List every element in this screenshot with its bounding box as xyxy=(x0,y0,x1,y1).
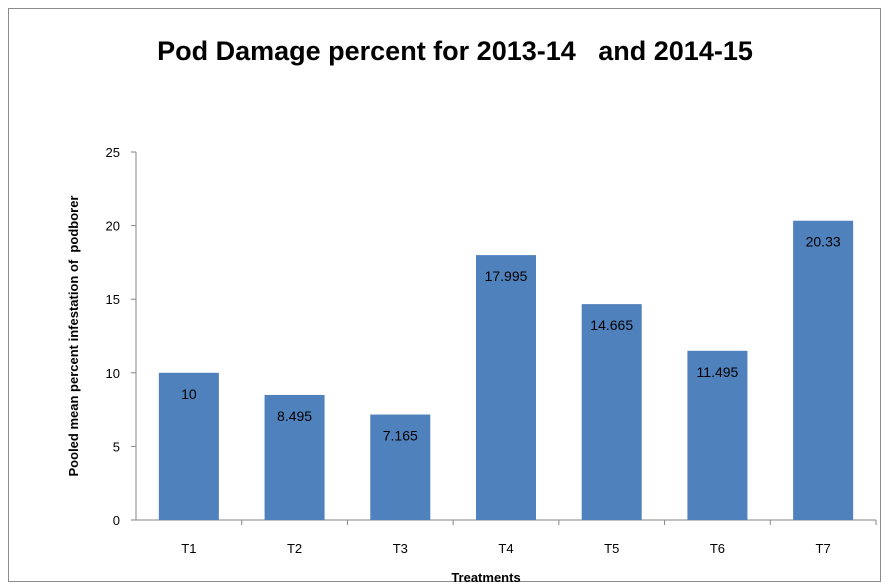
x-tick-label-t3: T3 xyxy=(393,541,408,556)
bar-t7 xyxy=(793,220,854,520)
y-axis-ticks: 0 5 10 15 20 25 xyxy=(106,145,136,528)
x-tick-label-t1: T1 xyxy=(181,541,196,556)
x-tick-label-t5: T5 xyxy=(604,541,619,556)
bar-t2 xyxy=(264,394,325,520)
x-axis-ticks: T1 T2 T3 T4 T5 T6 T7 xyxy=(181,520,877,556)
data-label-t1: 10 xyxy=(181,386,197,402)
data-label-t4: 17.995 xyxy=(485,268,528,284)
y-tick-label: 0 xyxy=(113,513,120,528)
y-tick-label: 25 xyxy=(106,145,120,160)
x-tick-label-t7: T7 xyxy=(816,541,831,556)
data-label-t2: 8.495 xyxy=(277,408,312,424)
y-tick-label: 15 xyxy=(106,292,120,307)
data-label-t7: 20.33 xyxy=(806,234,841,250)
chart-title: Pod Damage percent for 2013-14 and 2014-… xyxy=(157,36,753,66)
bar-t6 xyxy=(687,350,748,520)
data-label-t6: 11.495 xyxy=(697,364,739,380)
y-axis-title: Pooled mean percent infestation of podbo… xyxy=(66,196,81,477)
data-label-t5: 14.665 xyxy=(590,317,633,333)
x-tick-label-t2: T2 xyxy=(287,541,302,556)
x-tick-label-t4: T4 xyxy=(498,541,513,556)
x-tick-label-t6: T6 xyxy=(710,541,725,556)
data-labels-group: 10 8.495 7.165 17.995 14.665 11.495 20.33 xyxy=(181,234,841,444)
x-axis-title: Treatments xyxy=(451,570,520,585)
y-tick-label: 5 xyxy=(113,439,120,454)
bar-t5 xyxy=(581,304,642,520)
data-label-t3: 7.165 xyxy=(383,428,418,444)
bar-t3 xyxy=(370,414,431,520)
bar-t1 xyxy=(158,372,219,520)
y-tick-label: 20 xyxy=(106,219,120,234)
y-tick-label: 10 xyxy=(106,366,120,381)
bars-group xyxy=(158,220,854,521)
bar-t4 xyxy=(476,255,536,521)
